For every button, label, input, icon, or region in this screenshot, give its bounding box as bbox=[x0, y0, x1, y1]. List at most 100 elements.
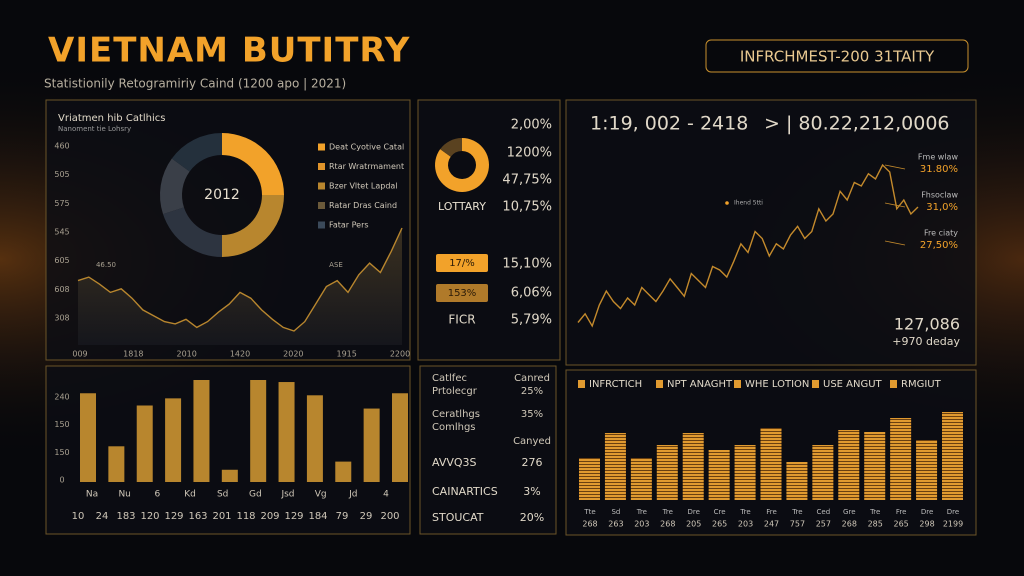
bar bbox=[278, 382, 295, 482]
label: NPT ANAGHT bbox=[667, 379, 733, 390]
label: 240 bbox=[54, 393, 69, 402]
label: Dre bbox=[688, 508, 700, 516]
bar bbox=[136, 405, 153, 482]
label: 2010 bbox=[176, 350, 196, 359]
label: 298 bbox=[919, 520, 934, 529]
legend-swatch bbox=[656, 380, 663, 388]
button[interactable] bbox=[705, 39, 969, 73]
bar bbox=[392, 393, 408, 482]
badge bbox=[436, 284, 488, 302]
label: Tre bbox=[869, 508, 880, 516]
label: 285 bbox=[868, 520, 883, 529]
label: Catlfec bbox=[432, 373, 467, 384]
label: Cre bbox=[714, 508, 726, 516]
bar bbox=[306, 395, 323, 482]
label: 6 bbox=[154, 490, 160, 500]
label: STOUCAT bbox=[432, 511, 484, 524]
label: Tte bbox=[583, 508, 595, 516]
button-label[interactable]: INFRCHMEST-200 31TAITY bbox=[740, 48, 935, 66]
label: Sd bbox=[217, 490, 228, 500]
label: 0 bbox=[59, 476, 64, 485]
label: Fre ciaty bbox=[924, 229, 958, 238]
label: 268 bbox=[842, 520, 857, 529]
label: 2199 bbox=[943, 520, 963, 529]
label: Sd bbox=[611, 508, 620, 516]
label: 153% bbox=[448, 288, 477, 299]
donut-segment bbox=[159, 158, 190, 215]
label: 29 bbox=[360, 511, 373, 522]
label: Tre bbox=[636, 508, 647, 516]
total: 127,086 bbox=[894, 315, 960, 334]
bar bbox=[250, 380, 267, 482]
label: Tre bbox=[791, 508, 802, 516]
label: Deat Cyotive Catal bbox=[329, 143, 404, 152]
bar bbox=[734, 445, 756, 500]
donut-segment bbox=[222, 195, 284, 257]
panel-title: Vriatmen hib Catlhics bbox=[58, 113, 165, 124]
legend-swatch bbox=[318, 202, 325, 209]
callout-line bbox=[884, 164, 906, 170]
bar bbox=[604, 433, 626, 500]
legend-swatch bbox=[812, 380, 819, 388]
label: 2,00% bbox=[511, 118, 552, 133]
label: Canred bbox=[514, 373, 550, 384]
label: 6,06% bbox=[511, 286, 552, 301]
label: AVVQ3S bbox=[432, 456, 477, 469]
panel-subtitle: Nanoment tie Lohsry bbox=[58, 125, 131, 133]
change: +970 deday bbox=[892, 335, 960, 348]
label: 10,75% bbox=[502, 200, 552, 215]
legend-swatch bbox=[578, 380, 585, 388]
label: 24 bbox=[96, 511, 109, 522]
label: 308 bbox=[54, 314, 69, 323]
label: Prtolecgr bbox=[432, 386, 478, 397]
label: Fatar Pers bbox=[329, 221, 369, 230]
label: Ratar Dras Caind bbox=[329, 201, 397, 210]
label: 3% bbox=[523, 485, 540, 498]
badge bbox=[436, 254, 488, 272]
label: 268 bbox=[582, 520, 597, 529]
bar bbox=[80, 393, 96, 482]
label: Na bbox=[86, 490, 98, 500]
label: Canyed bbox=[513, 436, 551, 447]
label: 4 bbox=[383, 490, 389, 500]
label: 200 bbox=[380, 511, 399, 522]
label: Kd bbox=[184, 490, 196, 500]
label: 1200% bbox=[507, 146, 552, 161]
label: Fhsoclaw bbox=[921, 191, 958, 200]
label: 545 bbox=[54, 228, 69, 237]
label: 10 bbox=[72, 511, 85, 522]
label: 265 bbox=[712, 520, 727, 529]
label: 47,75% bbox=[502, 173, 552, 188]
callout-line bbox=[884, 240, 906, 246]
label: 247 bbox=[764, 520, 779, 529]
label: 120 bbox=[140, 511, 159, 522]
bar bbox=[579, 458, 600, 500]
label: 129 bbox=[164, 511, 183, 522]
donut-center: 2012 bbox=[204, 187, 240, 203]
label: FICR bbox=[448, 313, 475, 327]
label: USE ANGUT bbox=[823, 379, 883, 390]
panel bbox=[45, 365, 411, 535]
donut-segment bbox=[171, 133, 222, 172]
label: Ceratlhgs bbox=[432, 409, 480, 420]
bar bbox=[682, 433, 704, 500]
bar bbox=[838, 430, 860, 500]
label: 25% bbox=[521, 386, 543, 397]
label: Bzer Vltet Lapdal bbox=[329, 182, 398, 191]
label: 20% bbox=[520, 511, 544, 524]
label: 205 bbox=[686, 520, 701, 529]
line bbox=[77, 227, 403, 332]
bar bbox=[890, 418, 912, 500]
label: 5,79% bbox=[511, 313, 552, 328]
label: 118 bbox=[236, 511, 255, 522]
label: 46.50 bbox=[96, 261, 116, 269]
label: 268 bbox=[660, 520, 675, 529]
label: 27,50% bbox=[920, 240, 958, 251]
panel bbox=[419, 365, 557, 535]
label: 129 bbox=[284, 511, 303, 522]
label: RMGIUT bbox=[901, 379, 942, 390]
label: Rtar Wratrmament bbox=[329, 162, 404, 171]
label: 575 bbox=[54, 199, 69, 208]
label: Jd bbox=[348, 490, 357, 500]
